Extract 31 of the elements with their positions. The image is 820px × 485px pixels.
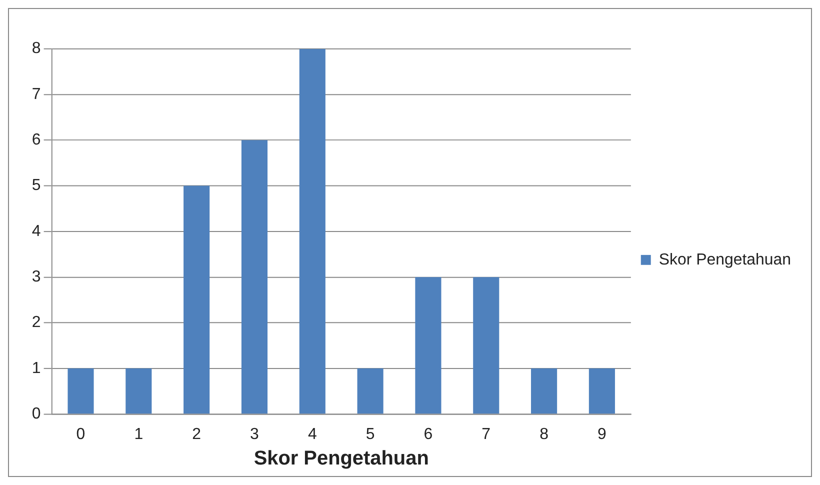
x-tick-label: 9: [598, 426, 607, 443]
legend-label: Skor Pengetahuan: [658, 251, 791, 268]
y-tick-label: 2: [32, 314, 41, 332]
x-tick-label: 0: [76, 426, 86, 443]
y-tick-label: 3: [32, 268, 41, 286]
x-tick-label: 7: [482, 426, 491, 443]
bar: [68, 368, 94, 414]
y-tick-label: 5: [32, 177, 41, 194]
x-tick-label: 3: [250, 426, 260, 443]
x-tick-label: 4: [308, 426, 317, 443]
x-tick-label: 6: [424, 426, 433, 443]
bar: [299, 48, 326, 414]
bar: [415, 277, 442, 414]
x-tick-label: 8: [540, 426, 549, 443]
y-tick-label: 8: [32, 40, 41, 58]
y-tick-label: 4: [32, 222, 41, 240]
bar: [184, 186, 210, 414]
x-tick-label: 2: [192, 426, 202, 443]
x-axis-title: Skor Pengetahuan: [254, 448, 429, 470]
y-tick-label: 1: [32, 360, 41, 377]
bar: [531, 368, 558, 414]
y-tick-label: 0: [32, 405, 41, 422]
bar: [473, 277, 500, 414]
bar: [588, 368, 615, 414]
bar: [126, 368, 152, 414]
bar: [241, 140, 268, 414]
x-tick-label: 5: [366, 426, 375, 443]
x-tick-label: 1: [134, 426, 144, 443]
y-tick-label: 6: [32, 132, 41, 149]
bar: [357, 368, 384, 414]
y-tick-label: 7: [32, 86, 41, 103]
